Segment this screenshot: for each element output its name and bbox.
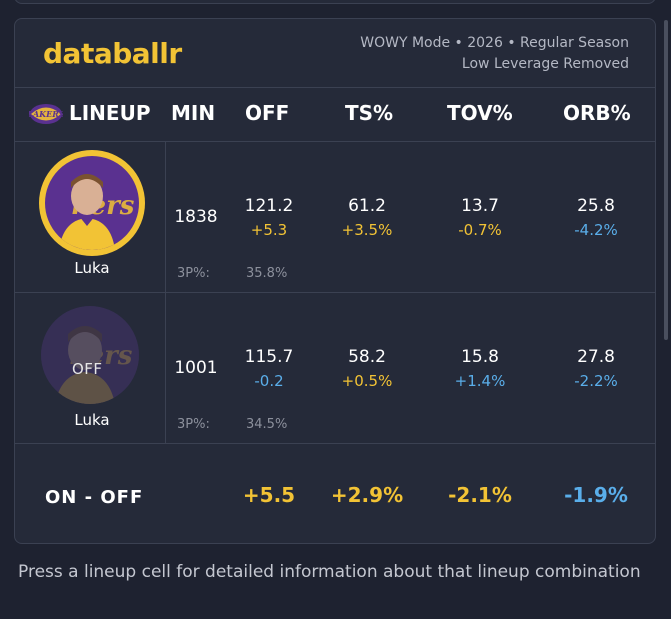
header-lineup: LINEUP xyxy=(69,101,151,125)
orb-value[interactable]: 27.8 xyxy=(577,347,615,367)
divider xyxy=(15,141,655,142)
min-value[interactable]: 1001 xyxy=(174,358,218,378)
divider xyxy=(15,292,655,293)
databallr-logo: databallr xyxy=(43,37,182,70)
header-min[interactable]: MIN xyxy=(171,101,216,125)
ts-delta: +3.5% xyxy=(341,221,393,239)
wowy-card: databallr WOWY Mode • 2026 • Regular Sea… xyxy=(14,18,656,544)
player-photo-icon: kers xyxy=(59,174,135,250)
on-off-label: ON - OFF xyxy=(45,487,144,508)
three-pt-value: 35.8% xyxy=(246,266,288,281)
lakers-logo-icon: LAKERS xyxy=(29,104,63,124)
tov-value[interactable]: 15.8 xyxy=(461,347,499,367)
on-off-tov: -2.1% xyxy=(448,483,512,507)
orb-delta: -4.2% xyxy=(574,221,618,239)
leverage-line: Low Leverage Removed xyxy=(461,56,629,72)
three-pt-label: 3P%: xyxy=(177,417,210,432)
off-value[interactable]: 121.2 xyxy=(244,196,294,216)
player-avatar: kers xyxy=(42,153,142,253)
tov-value[interactable]: 13.7 xyxy=(461,196,499,216)
off-delta: +5.3 xyxy=(250,221,288,239)
off-value[interactable]: 115.7 xyxy=(244,347,294,367)
tov-delta: +1.4% xyxy=(454,372,506,390)
header-ts[interactable]: TS% xyxy=(345,101,394,125)
previous-card xyxy=(14,0,656,4)
three-pt-label: 3P%: xyxy=(177,266,210,281)
ts-value[interactable]: 58.2 xyxy=(348,347,386,367)
divider xyxy=(15,443,655,444)
lineup-cell-on[interactable]: kers xyxy=(39,150,145,256)
column-divider xyxy=(165,141,166,443)
player-photo-icon: kers xyxy=(41,306,139,404)
player-name: Luka xyxy=(74,259,110,277)
ts-delta: +0.5% xyxy=(341,372,393,390)
svg-text:LAKERS: LAKERS xyxy=(29,109,63,119)
min-value[interactable]: 1838 xyxy=(174,207,218,227)
off-badge: OFF xyxy=(72,360,103,378)
header-tov[interactable]: TOV% xyxy=(447,101,513,125)
mode-line: WOWY Mode • 2026 • Regular Season xyxy=(360,35,629,51)
mode-info: WOWY Mode • 2026 • Regular Season Low Le… xyxy=(360,33,629,75)
player-avatar-dimmed: kers xyxy=(41,306,139,404)
off-delta: -0.2 xyxy=(254,372,284,390)
help-text: Press a lineup cell for detailed informa… xyxy=(18,562,641,582)
tov-delta: -0.7% xyxy=(458,221,502,239)
three-pt-value: 34.5% xyxy=(246,417,288,432)
ts-value[interactable]: 61.2 xyxy=(348,196,386,216)
on-off-ts: +2.9% xyxy=(330,483,404,507)
scrollbar[interactable] xyxy=(664,20,668,340)
lineup-cell-off[interactable]: kers xyxy=(41,306,139,404)
player-name: Luka xyxy=(74,411,110,429)
header-orb[interactable]: ORB% xyxy=(563,101,631,125)
orb-value[interactable]: 25.8 xyxy=(577,196,615,216)
divider xyxy=(15,87,655,88)
on-off-off: +5.5 xyxy=(242,483,296,507)
header-off[interactable]: OFF xyxy=(245,101,290,125)
on-off-orb: -1.9% xyxy=(564,483,628,507)
orb-delta: -2.2% xyxy=(574,372,618,390)
